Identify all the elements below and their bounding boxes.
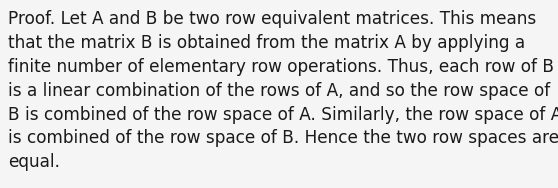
Text: Proof. Let A and B be two row equivalent matrices. This means
that the matrix B : Proof. Let A and B be two row equivalent… (8, 10, 558, 171)
